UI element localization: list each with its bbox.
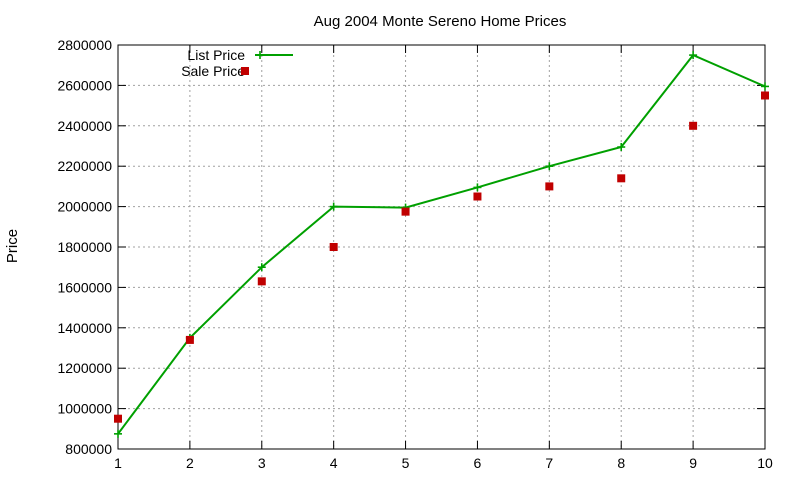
x-tick-label: 4	[330, 455, 338, 471]
chart-title: Aug 2004 Monte Sereno Home Prices	[314, 13, 567, 30]
x-tick-label: 6	[474, 455, 482, 471]
y-tick-label: 2400000	[57, 118, 112, 134]
data-point	[545, 162, 554, 171]
legend-label: List Price	[187, 47, 245, 63]
data-point	[185, 335, 194, 344]
data-point	[329, 202, 338, 211]
y-tick-label: 2000000	[57, 199, 112, 215]
series-sale-price	[114, 91, 769, 423]
plot-frame	[117, 44, 766, 450]
x-tick-label: 3	[258, 455, 266, 471]
data-point	[689, 51, 698, 60]
data-point	[689, 121, 698, 130]
x-tick-label: 8	[617, 455, 625, 471]
legend-marker	[241, 67, 249, 75]
x-tick-label: 9	[689, 455, 697, 471]
data-point	[329, 243, 338, 251]
y-tick-label: 2800000	[57, 37, 112, 53]
data-point	[473, 183, 482, 192]
y-tick-label: 1800000	[57, 239, 112, 255]
legend-marker	[256, 51, 264, 59]
series-layer	[114, 51, 769, 438]
axis-ticks: 800000 1000000 1200000 1400000 1600000 180000…	[57, 37, 773, 471]
y-tick-label: 1200000	[57, 360, 112, 376]
y-tick-label: 1600000	[57, 279, 112, 295]
x-tick-label: 10	[757, 455, 773, 471]
data-point	[401, 207, 410, 216]
data-point	[114, 414, 122, 423]
data-point	[545, 182, 554, 191]
data-point	[761, 82, 769, 91]
y-tick-label: 800000	[65, 441, 112, 457]
x-tick-label: 2	[186, 455, 194, 471]
data-point	[257, 277, 266, 286]
data-point	[761, 91, 769, 100]
data-point	[617, 143, 626, 152]
legend-label: Sale Price	[181, 63, 245, 79]
series-line	[117, 53, 766, 435]
y-tick-label: 2600000	[57, 77, 112, 93]
y-tick-label: 1400000	[57, 320, 112, 336]
y-axis-label: Price	[4, 229, 21, 263]
x-tick-label: 7	[545, 455, 553, 471]
series-list-price	[114, 51, 769, 438]
x-tick-label: 1	[114, 455, 122, 471]
data-point	[473, 192, 482, 201]
data-point	[114, 429, 122, 438]
y-tick-label: 2200000	[57, 158, 112, 174]
grid	[118, 45, 765, 449]
data-point	[617, 174, 626, 183]
y-tick-label: 1000000	[57, 401, 112, 417]
x-tick-label: 5	[402, 455, 410, 471]
plot-border	[117, 44, 766, 450]
data-point	[257, 263, 266, 272]
